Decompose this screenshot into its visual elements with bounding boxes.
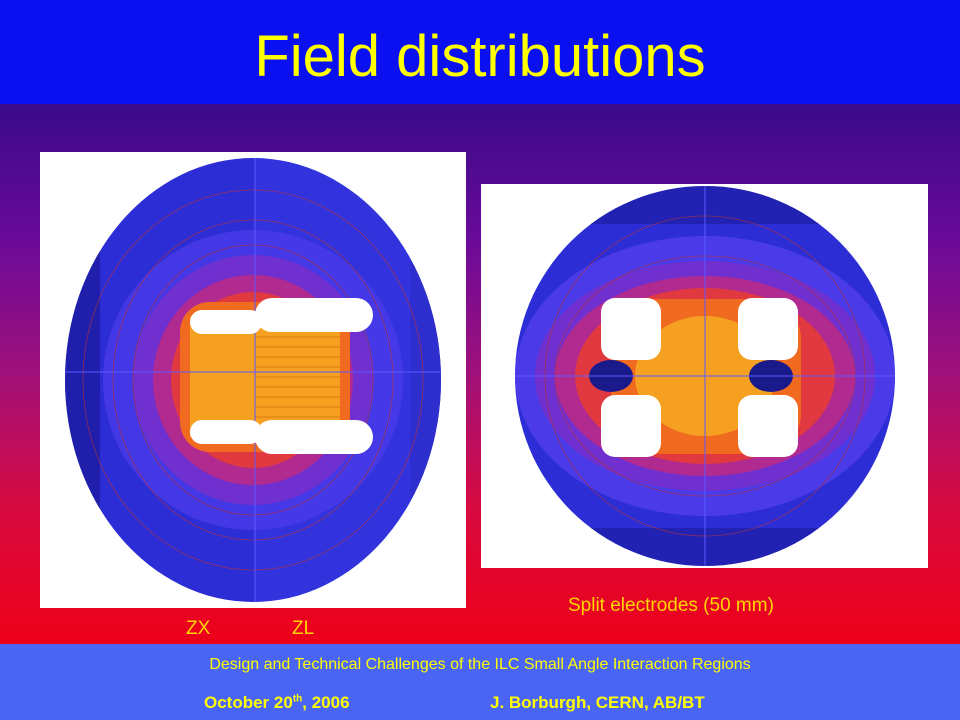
footer-date-main: October 20 [204,693,293,712]
field-map-image [515,186,895,566]
footer-conference-title: Design and Technical Challenges of the I… [209,656,751,673]
field-map-image [65,158,441,602]
footer-date-suffix: th [292,693,303,705]
zx-zl-field-map [40,152,466,608]
caption-zl: ZL [292,618,315,639]
footer-date: October 20th, 2006 [204,693,350,713]
footer-author: J. Borburgh, CERN, AB/BT [490,693,705,712]
footer-date-year: , 2006 [302,693,350,712]
footer-bar [0,644,960,720]
slide-title: Field distributions [254,24,706,89]
split-electrodes-field-map [481,184,928,568]
title-bar [0,0,960,104]
caption-zx: ZX [186,618,211,639]
caption-split-electrodes: Split electrodes (50 mm) [568,595,774,616]
